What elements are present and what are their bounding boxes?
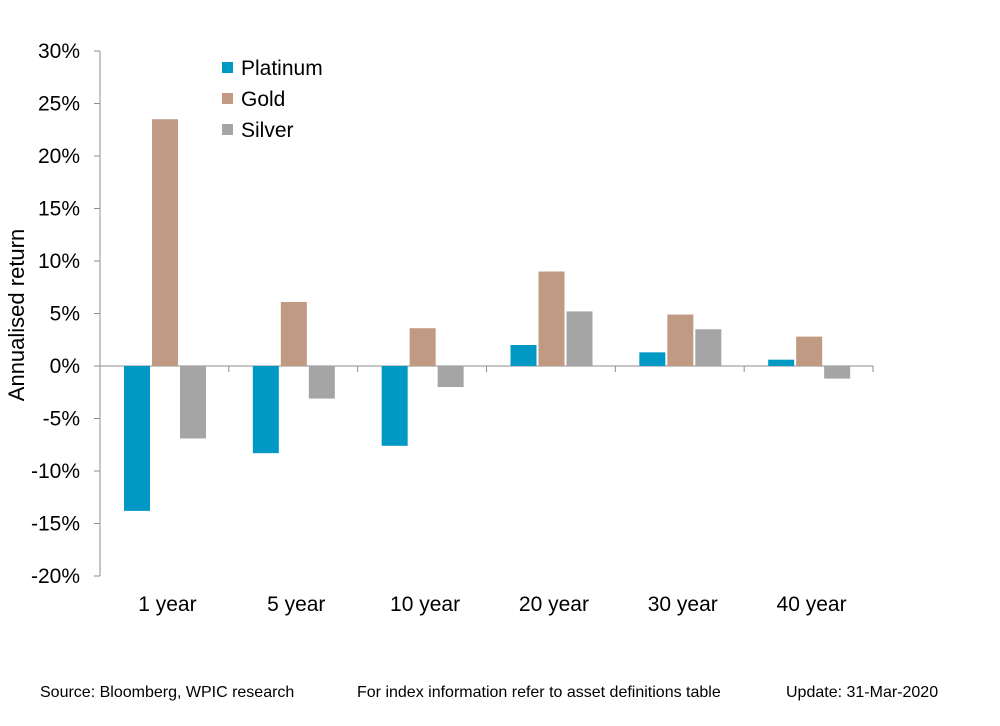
bar-gold-10-year: [409, 328, 436, 366]
bars: [124, 119, 851, 511]
legend: Platinum Gold Silver: [222, 57, 323, 142]
y-tick-label: 10%: [38, 250, 80, 273]
x-category-label: 5 year: [267, 593, 325, 616]
bar-gold-30-year: [667, 314, 694, 366]
bar-platinum-30-year: [639, 352, 666, 366]
legend-swatch-gold: [222, 93, 233, 104]
bar-platinum-5-year: [252, 366, 279, 454]
y-tick-label: -5%: [43, 408, 80, 431]
y-tick-label: -10%: [31, 460, 80, 483]
bar-platinum-1-year: [124, 366, 150, 511]
bar-gold-40-year: [796, 336, 823, 366]
update-date: Update: 31-Mar-2020: [786, 684, 939, 701]
source-note: Source: Bloomberg, WPIC research: [40, 684, 295, 701]
legend-swatch-silver: [222, 124, 233, 135]
bar-silver-40-year: [824, 366, 851, 379]
x-axis: 1 year 5 year 10 year 20 year 30 year 40 year: [100, 365, 874, 616]
bar-platinum-40-year: [768, 359, 795, 366]
x-category-label: 1 year: [138, 593, 196, 616]
x-category-label: 20 year: [519, 593, 589, 616]
bar-platinum-20-year: [510, 345, 537, 366]
y-tick-label: 5%: [50, 303, 80, 326]
bar-silver-5-year: [308, 366, 335, 399]
bar-silver-1-year: [180, 366, 206, 439]
legend-label-gold: Gold: [241, 88, 285, 111]
bar-chart: -20% -15% -10% -5% 0% 5% 10% 15% 20% 25% 30% 1 yea…: [4, 40, 874, 616]
y-tick-label: 15%: [38, 198, 80, 221]
y-tick-label: 25%: [38, 93, 80, 116]
legend-swatch-platinum: [222, 62, 233, 73]
x-category-label: 10 year: [390, 593, 460, 616]
x-category-label: 40 year: [777, 593, 847, 616]
legend-label-platinum: Platinum: [241, 57, 323, 80]
bar-silver-10-year: [437, 366, 464, 387]
bar-gold-5-year: [280, 301, 307, 366]
bar-platinum-10-year: [381, 366, 408, 446]
legend-label-silver: Silver: [241, 119, 294, 142]
bar-gold-1-year: [152, 119, 178, 366]
bar-silver-30-year: [695, 329, 722, 366]
y-axis: -20% -15% -10% -5% 0% 5% 10% 15% 20% 25% 30%: [31, 40, 101, 588]
y-tick-label: -15%: [31, 513, 80, 536]
bar-silver-20-year: [566, 311, 593, 366]
y-axis-title: Annualised return: [4, 229, 29, 401]
bar-gold-20-year: [538, 271, 565, 366]
y-tick-label: -20%: [31, 565, 80, 588]
y-tick-label: 0%: [50, 355, 80, 378]
y-tick-label: 20%: [38, 145, 80, 168]
x-category-label: 30 year: [648, 593, 718, 616]
index-note: For index information refer to asset def…: [357, 684, 721, 701]
y-tick-label: 30%: [38, 40, 80, 63]
